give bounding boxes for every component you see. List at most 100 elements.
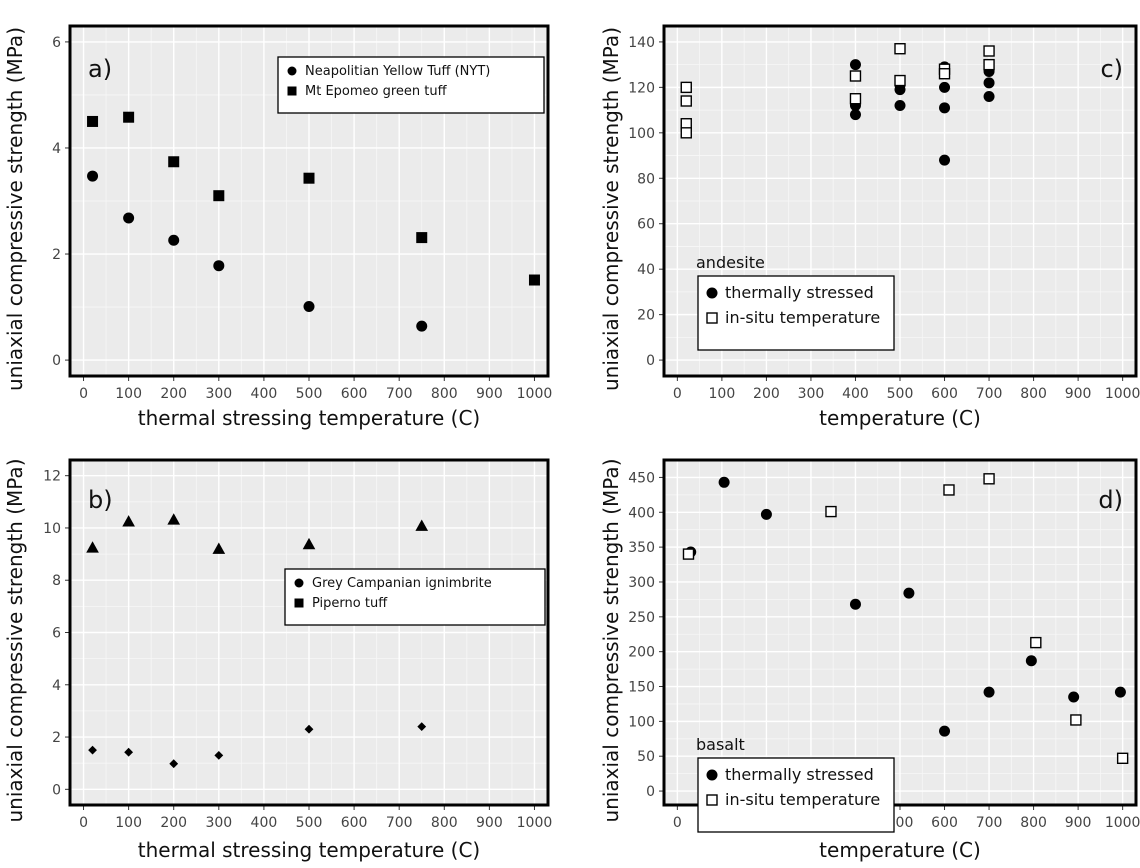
x-tick-label: 400 xyxy=(251,386,278,402)
data-point xyxy=(304,724,314,734)
data-point xyxy=(718,476,730,488)
data-point xyxy=(86,541,99,553)
panel-label: b) xyxy=(88,486,113,514)
data-point xyxy=(416,320,428,332)
x-tick-label: 700 xyxy=(976,815,1003,831)
data-point xyxy=(415,519,429,531)
legend-box xyxy=(277,56,545,114)
legend-label: Mt Epomeo green tuff xyxy=(305,84,448,99)
legend-label: Grey Campanian ignimbrite xyxy=(312,576,492,591)
data-point xyxy=(168,234,180,246)
x-tick-label: 300 xyxy=(798,386,825,402)
y-tick-label: 12 xyxy=(43,469,61,485)
panel-label: c) xyxy=(1100,55,1123,83)
y-tick-label: 150 xyxy=(628,680,655,696)
x-tick-label: 200 xyxy=(160,815,187,831)
chart-panel-d: 0100200300400500600700800900100005010015… xyxy=(599,458,1140,862)
data-point xyxy=(849,59,861,71)
x-tick-label: 200 xyxy=(753,386,780,402)
y-axis-label: uniaxial compressive strength (MPa) xyxy=(3,459,27,823)
y-tick-label: 100 xyxy=(628,714,655,730)
y-tick-label: 2 xyxy=(52,247,61,263)
x-tick-label: 1000 xyxy=(517,386,553,402)
legend-marker xyxy=(706,769,718,781)
data-point xyxy=(87,115,99,127)
x-tick-label: 200 xyxy=(160,386,187,402)
panel-label: a) xyxy=(88,55,112,83)
series-0 xyxy=(87,170,428,332)
data-point xyxy=(849,109,861,121)
x-tick-label: 0 xyxy=(673,815,682,831)
y-tick-label: 0 xyxy=(52,353,61,369)
y-tick-label: 20 xyxy=(637,308,655,324)
legend-label: in-situ temperature xyxy=(725,790,880,809)
x-axis-label: temperature (C) xyxy=(819,838,981,862)
chart-panel-a: 0 100 200 300 400 500 600 700 800 900 1000 0 2 4 6 ther… xyxy=(3,24,553,430)
data-point xyxy=(212,542,226,554)
series-1 xyxy=(682,473,1129,765)
data-point xyxy=(168,156,180,168)
y-tick-label: 120 xyxy=(628,80,655,96)
x-tick-label: 300 xyxy=(205,386,232,402)
data-point xyxy=(303,301,315,313)
y-tick-label: 50 xyxy=(637,749,655,765)
series-1 xyxy=(680,43,995,139)
y-tick-label: 0 xyxy=(646,353,655,369)
data-point xyxy=(983,77,995,89)
y-axis-label: uniaxial compressive strength (MPa) xyxy=(599,27,623,391)
data-point xyxy=(124,747,134,757)
x-tick-label: 0 xyxy=(79,386,88,402)
x-tick-label: 800 xyxy=(1020,386,1047,402)
x-tick-label: 100 xyxy=(115,386,142,402)
data-point xyxy=(760,508,772,520)
x-tick-label: 400 xyxy=(842,386,869,402)
axis-ticks: 0 100 200 300 400 500 600 700 800 900 1000 0 20 40 60 8… xyxy=(628,35,1140,402)
y-tick-label: 300 xyxy=(628,575,655,591)
data-point xyxy=(528,274,540,286)
data-point xyxy=(1116,752,1129,765)
chart-panel-b: 0 100 200 300 400 500 600 700 800 900 1000 0 2 4 6 8 10 1… xyxy=(3,458,552,862)
x-tick-label: 500 xyxy=(887,386,914,402)
data-point xyxy=(849,93,862,105)
x-tick-label: 600 xyxy=(931,815,958,831)
x-tick-label: 400 xyxy=(251,815,278,831)
legend: Grey Campanian ignimbrite Piperno tuff xyxy=(284,568,546,626)
y-tick-label: 10 xyxy=(43,521,61,537)
y-tick-label: 250 xyxy=(628,610,655,626)
legend-box xyxy=(697,757,895,833)
grid xyxy=(664,460,1136,805)
data-point xyxy=(169,759,179,769)
data-point xyxy=(939,154,951,166)
y-tick-label: 6 xyxy=(52,35,61,51)
x-tick-label: 700 xyxy=(976,386,1003,402)
data-point xyxy=(680,127,692,139)
y-tick-label: 4 xyxy=(52,678,61,694)
y-tick-label: 450 xyxy=(628,470,655,486)
grid xyxy=(70,460,548,805)
legend: basalt thermally stressed in-situ temperat… xyxy=(696,735,895,833)
data-point xyxy=(680,81,692,94)
y-tick-label: 40 xyxy=(637,262,655,278)
x-tick-label: 900 xyxy=(1065,386,1092,402)
x-tick-label: 500 xyxy=(296,815,323,831)
x-tick-label: 0 xyxy=(673,386,682,402)
data-point xyxy=(849,70,862,82)
series-0 xyxy=(86,513,429,554)
legend-box xyxy=(697,275,895,351)
data-point xyxy=(983,90,995,102)
y-tick-label: 400 xyxy=(628,505,655,521)
legend-marker xyxy=(706,794,718,806)
data-point xyxy=(983,58,995,71)
data-point xyxy=(894,74,906,87)
y-tick-label: 140 xyxy=(628,35,655,51)
plot-frame xyxy=(68,24,550,378)
x-tick-label: 800 xyxy=(431,815,458,831)
x-axis-label: thermal stressing temperature (C) xyxy=(138,406,480,430)
series-0 xyxy=(685,476,1126,737)
data-point xyxy=(894,43,906,55)
chart-panel-c: 0 100 200 300 400 500 600 700 800 900 1000 0 20 40 60 8… xyxy=(599,24,1140,430)
legend-box xyxy=(284,568,546,626)
data-point xyxy=(416,232,428,244)
legend-label: in-situ temperature xyxy=(725,308,880,327)
axis-ticks: 0 100 200 300 400 500 600 700 800 900 1000 0 2 4 6 8 10 1… xyxy=(43,469,552,831)
